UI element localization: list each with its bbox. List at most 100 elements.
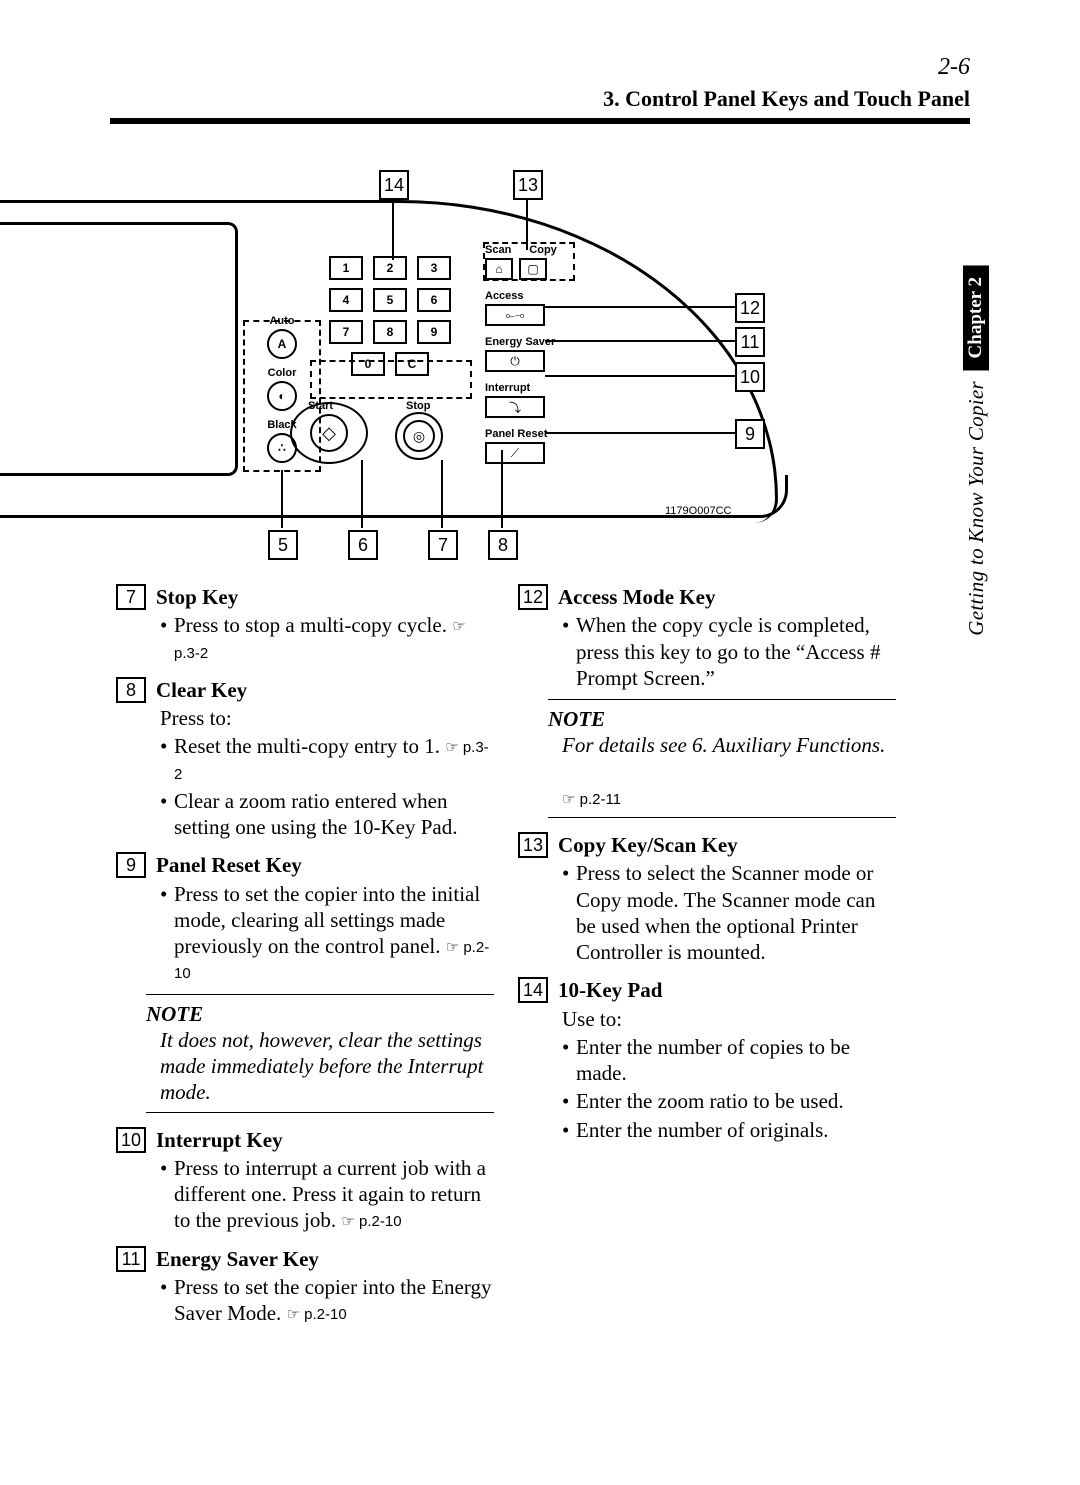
key-1: 1	[329, 256, 363, 280]
note-label: NOTE	[548, 706, 896, 732]
interrupt-button: ⤵	[485, 396, 545, 418]
item-body: Press to:Reset the multi-copy entry to 1…	[160, 705, 494, 840]
item-bullets: Reset the multi-copy entry to 1. ☞ p.3-2…	[160, 733, 494, 840]
item-title: Stop Key	[156, 584, 238, 610]
bullet: Press to set the copier into the Energy …	[160, 1274, 494, 1327]
color-label: Color	[252, 367, 312, 379]
scan-label: Scan	[485, 244, 511, 256]
left-column: 7 Stop KeyPress to stop a multi-copy cycl…	[116, 584, 494, 1338]
item-body: Press to select the Scanner mode or Copy…	[562, 860, 896, 965]
side-rail: Chapter 2 Getting to Know Your Copier	[962, 265, 990, 641]
key-4: 4	[329, 288, 363, 312]
item-number-box: 8	[116, 677, 146, 703]
description-item: 1410-Key PadUse to:Enter the number of c…	[518, 977, 896, 1143]
item-number-box: 7	[116, 584, 146, 610]
callout-12: 12	[735, 293, 765, 323]
start-button: ◇	[310, 414, 348, 452]
energy-label: Energy Saver	[485, 336, 605, 348]
bullet: Press to interrupt a current job with a …	[160, 1155, 494, 1234]
description-item: 13 Copy Key/Scan KeyPress to select the S…	[518, 832, 896, 965]
energy-button: ⏻	[485, 350, 545, 372]
callout-8: 8	[488, 530, 518, 560]
lead-12	[545, 306, 735, 308]
access-label: Access	[485, 290, 605, 302]
item-title: 10-Key Pad	[558, 977, 662, 1003]
callout-11: 11	[735, 327, 765, 357]
interrupt-label: Interrupt	[485, 382, 605, 394]
item-number-box: 9	[116, 852, 146, 878]
note-label: NOTE	[146, 1001, 494, 1027]
item-title: Clear Key	[156, 677, 247, 703]
header-rule	[110, 118, 970, 124]
item-bullets: Press to interrupt a current job with a …	[160, 1155, 494, 1234]
item-body: Press to interrupt a current job with a …	[160, 1155, 494, 1234]
note-block: NOTEFor details see 6. Auxiliary Functio…	[548, 699, 896, 818]
lead-5	[281, 470, 283, 528]
control-panel-figure: 14 13 Auto A Color ◐ Black ∴ 1 2 3 4 5 6…	[85, 200, 820, 560]
reset-label: Panel Reset	[485, 428, 605, 440]
item-number-box: 11	[116, 1246, 146, 1272]
callout-14: 14	[379, 170, 409, 200]
description-item: 10Interrupt KeyPress to interrupt a curr…	[116, 1127, 494, 1234]
description-item: 9 Panel Reset Key Press to set the copier …	[116, 852, 494, 1112]
item-title: Access Mode Key	[558, 584, 715, 610]
item-title: Panel Reset Key	[156, 852, 302, 878]
key-6: 6	[417, 288, 451, 312]
side-caption: Getting to Know Your Copier	[964, 381, 989, 636]
key-c: C	[395, 352, 429, 376]
item-bullets: Enter the number of copies to be made. E…	[562, 1034, 896, 1143]
note-text: It does not, however, clear the settings…	[160, 1027, 494, 1106]
description-item: 7 Stop KeyPress to stop a multi-copy cycl…	[116, 584, 494, 665]
bullet: Press to stop a multi-copy cycle. ☞ p.3-…	[160, 612, 494, 665]
item-number-box: 13	[518, 832, 548, 858]
bullet: Enter the number of copies to be made.	[562, 1034, 896, 1087]
callout-10: 10	[735, 362, 765, 392]
page-ref: ☞ p.3-2	[174, 618, 466, 661]
auto-icon: A	[267, 329, 297, 359]
bullet: Press to select the Scanner mode or Copy…	[562, 860, 896, 965]
callout-5: 5	[268, 530, 298, 560]
callout-13: 13	[513, 170, 543, 200]
reset-button: ⟋	[485, 442, 545, 464]
bullet: Enter the zoom ratio to be used.	[562, 1088, 896, 1114]
scan-icon: ⌂	[485, 258, 513, 280]
auto-label: Auto	[252, 315, 312, 327]
page-ref: ☞ p.2-10	[287, 1306, 347, 1323]
item-body: Press to set the copier into the initial…	[160, 881, 494, 986]
item-plain-text: Press to:	[160, 705, 494, 731]
page-ref: ☞ p.3-2	[174, 739, 489, 782]
key-3: 3	[417, 256, 451, 280]
item-title: Copy Key/Scan Key	[558, 832, 738, 858]
lead-10	[545, 375, 735, 377]
item-number-box: 12	[518, 584, 548, 610]
key-0: 0	[351, 352, 385, 376]
item-body: Press to set the copier into the Energy …	[160, 1274, 494, 1327]
access-button: ⟜⊸	[485, 304, 545, 326]
chapter-badge: Chapter 2	[963, 265, 989, 370]
note-ref: ☞ p.2-11	[562, 791, 621, 808]
description-item: 12Access Mode KeyWhen the copy cycle is …	[518, 584, 896, 818]
item-number-box: 14	[518, 977, 548, 1003]
page-ref: ☞ p.2-10	[174, 939, 489, 982]
lead-6	[361, 460, 363, 528]
copy-icon: ▢	[519, 258, 547, 280]
function-buttons: Scan Copy ⌂▢ Access ⟜⊸ Energy Saver ⏻ In…	[485, 244, 605, 474]
key-9: 9	[417, 320, 451, 344]
note-block: NOTEIt does not, however, clear the sett…	[146, 994, 494, 1113]
touch-screen	[0, 222, 238, 476]
lead-8	[501, 450, 503, 528]
callout-9: 9	[735, 419, 765, 449]
stop-label: Stop	[406, 400, 430, 412]
figure-part-number: 1179O007CC	[665, 505, 731, 517]
lead-11	[545, 340, 735, 342]
description-item: 8 Clear KeyPress to:Reset the multi-copy …	[116, 677, 494, 841]
item-bullets: Press to stop a multi-copy cycle. ☞ p.3-…	[160, 612, 494, 665]
item-number-box: 10	[116, 1127, 146, 1153]
callout-6: 6	[348, 530, 378, 560]
callout-7: 7	[428, 530, 458, 560]
key-2: 2	[373, 256, 407, 280]
bullet: Reset the multi-copy entry to 1. ☞ p.3-2	[160, 733, 494, 786]
lead-7	[441, 460, 443, 528]
item-title: Energy Saver Key	[156, 1246, 319, 1272]
key-7: 7	[329, 320, 363, 344]
